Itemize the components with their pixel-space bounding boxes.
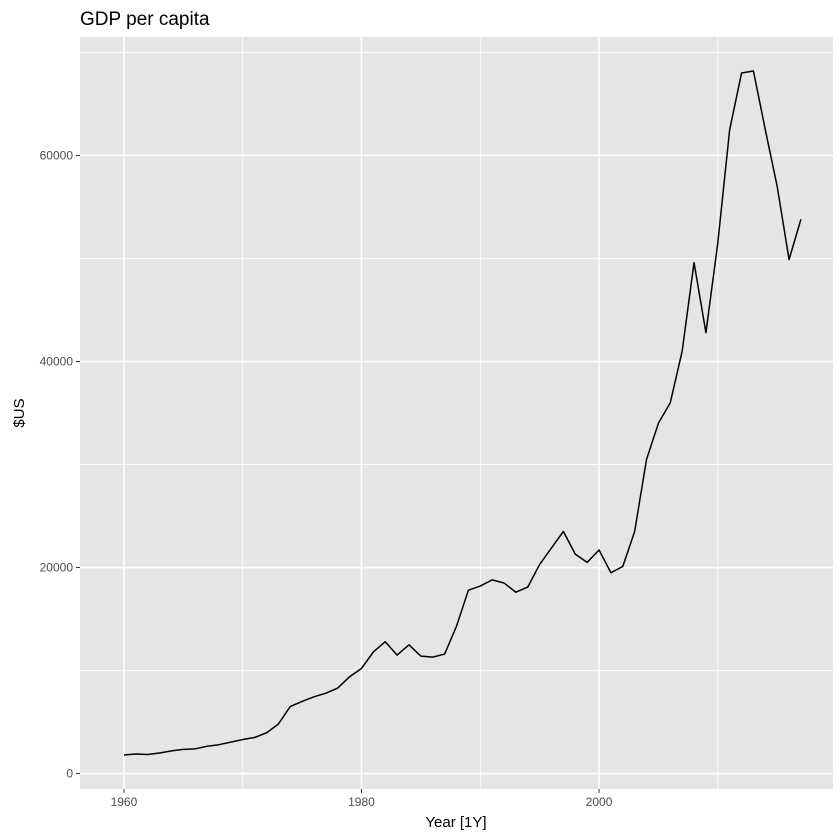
gdp-series-line — [123, 70, 802, 756]
x-tick-label: 1980 — [348, 795, 375, 809]
grid-major-lines — [80, 37, 833, 789]
x-tick-label: 2000 — [586, 795, 613, 809]
plot-panel — [80, 37, 833, 789]
x-axis: 1960 1980 2000 — [111, 789, 613, 809]
y-axis: 0 20000 40000 60000 — [40, 148, 80, 781]
y-axis-title: $US — [11, 398, 28, 427]
y-tick-label: 0 — [66, 767, 73, 781]
x-tick-label: 1960 — [111, 795, 138, 809]
y-tick-label: 40000 — [40, 354, 74, 368]
y-tick-label: 60000 — [40, 148, 74, 162]
x-axis-title: Year [1Y] — [425, 814, 486, 831]
chart-title: GDP per capita — [80, 9, 210, 30]
grid-minor-lines — [80, 37, 833, 789]
y-tick-label: 20000 — [40, 561, 74, 575]
